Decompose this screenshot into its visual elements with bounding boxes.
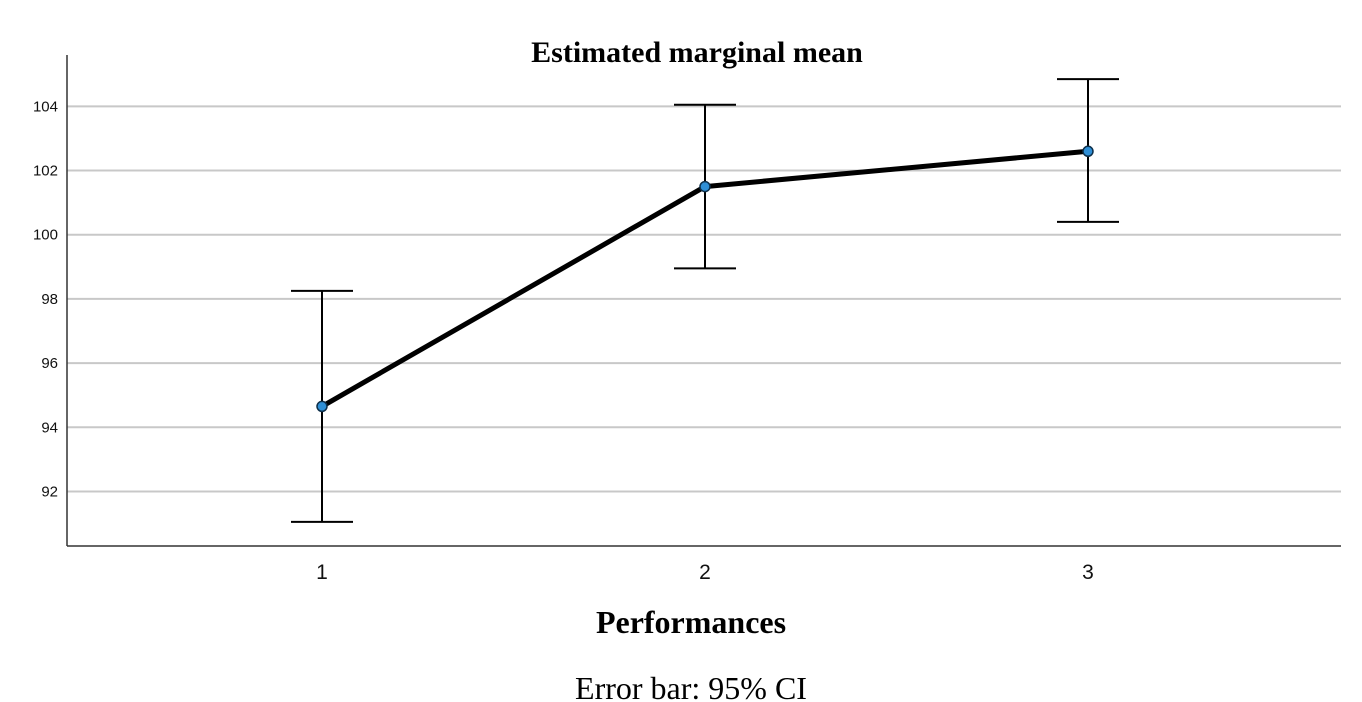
y-tick-label: 92	[41, 483, 58, 500]
y-tick-label: 100	[33, 227, 58, 244]
y-tick-label: 94	[41, 419, 58, 436]
y-tick-label: 104	[33, 98, 58, 115]
x-tick-label: 3	[1082, 561, 1094, 584]
data-point	[699, 180, 711, 193]
x-tick-label: 2	[699, 561, 711, 584]
x-axis-label: Performances	[596, 604, 786, 640]
y-axis-ticks: 92 94 96 98 100 102 104	[33, 98, 58, 500]
error-bars	[291, 78, 1119, 523]
y-tick-label: 102	[33, 163, 58, 180]
error-bar-caption: Error bar: 95% CI	[575, 670, 807, 702]
data-point	[316, 400, 328, 413]
y-tick-label: 96	[41, 355, 58, 372]
data-points	[316, 145, 1094, 413]
x-axis-ticks: 1 2 3	[316, 561, 1094, 584]
data-point	[1082, 145, 1094, 158]
y-tick-label: 98	[41, 291, 58, 308]
chart-title: Estimated marginal mean	[531, 36, 863, 69]
x-tick-label: 1	[316, 561, 328, 584]
